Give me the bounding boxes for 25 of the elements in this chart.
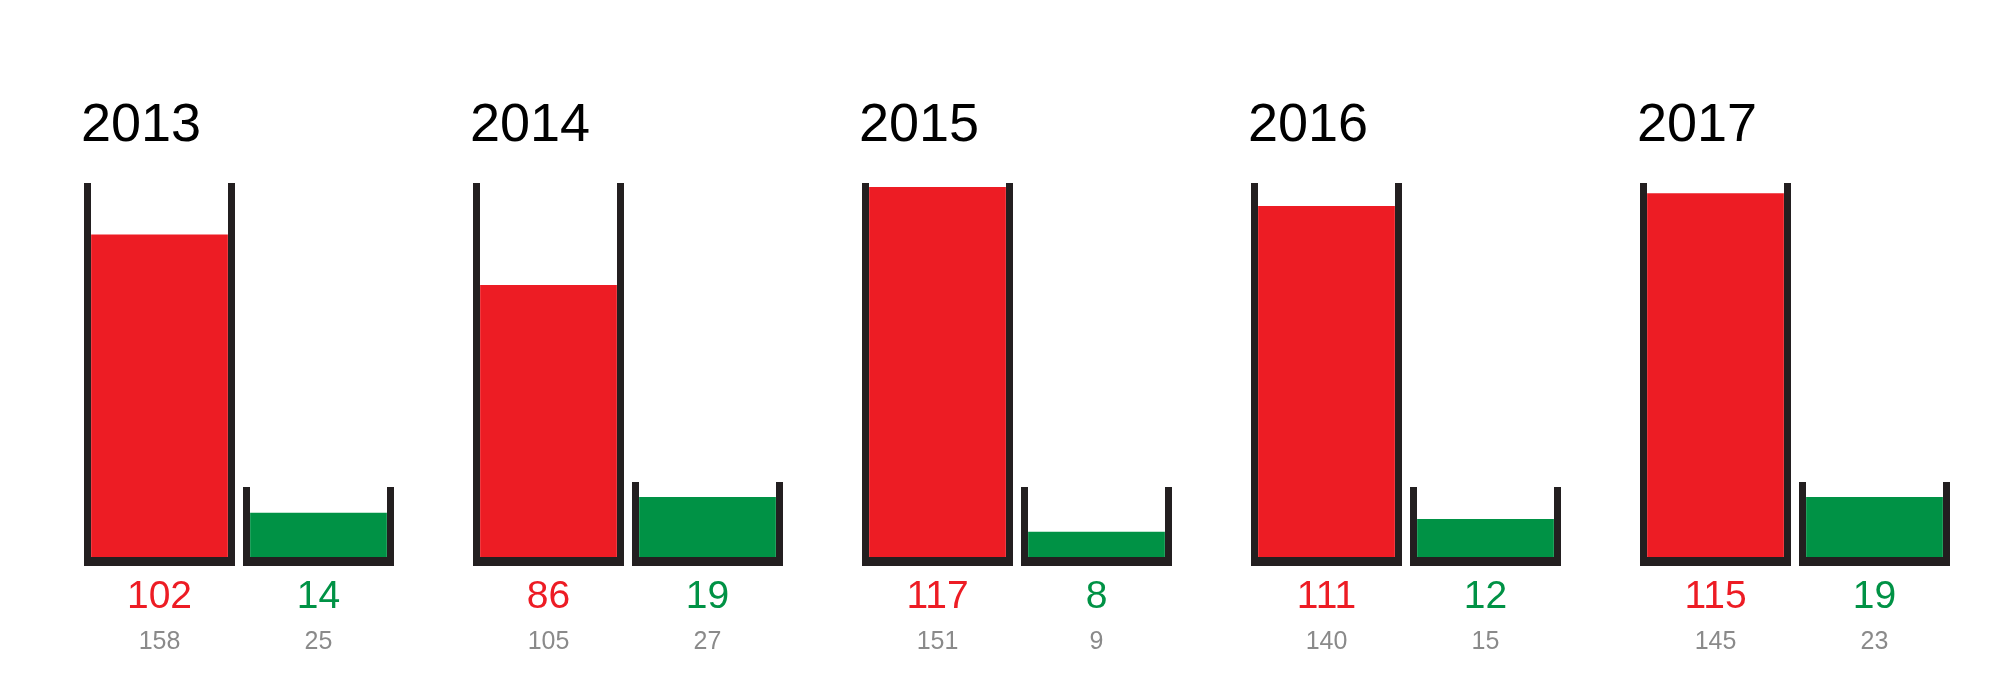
data-label: 8 xyxy=(1085,573,1108,616)
text: 105 xyxy=(527,626,570,654)
text: 140 xyxy=(1305,626,1348,654)
data-label: 115 xyxy=(1684,573,1747,616)
data-label: 19 xyxy=(1852,573,1897,616)
chart-title: 2013 xyxy=(81,92,202,152)
text: 25 xyxy=(304,626,333,654)
data-label: 117 xyxy=(906,573,969,616)
data-label: 102 xyxy=(126,573,193,616)
data-label: 14 xyxy=(296,573,341,616)
chart-title: 2016 xyxy=(1248,92,1369,152)
text: 158 xyxy=(138,626,181,654)
text: 9 xyxy=(1089,626,1104,654)
text: 27 xyxy=(693,626,722,654)
chart-title: 2015 xyxy=(859,92,980,152)
text: 151 xyxy=(916,626,959,654)
data-label: 19 xyxy=(685,573,730,616)
data-label: 86 xyxy=(526,573,571,616)
text: 23 xyxy=(1860,626,1889,654)
text: 15 xyxy=(1471,626,1500,654)
data-label: 111 xyxy=(1296,573,1357,616)
chart-title: 2014 xyxy=(470,92,591,152)
data-label: 12 xyxy=(1463,573,1508,616)
chart-title: 2017 xyxy=(1637,92,1758,152)
text: 145 xyxy=(1694,626,1737,654)
